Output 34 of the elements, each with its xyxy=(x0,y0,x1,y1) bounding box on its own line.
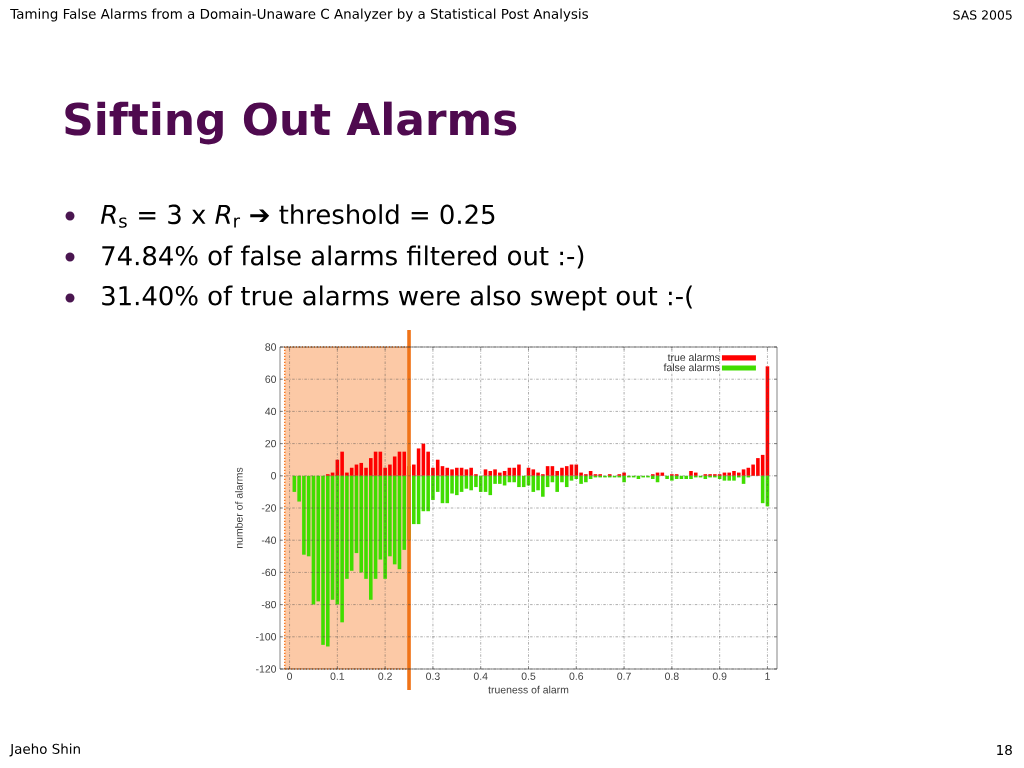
x-tick-label: 1 xyxy=(765,672,770,680)
text: Jaeho Shin xyxy=(9,743,80,757)
x-tick-label: 0.1 xyxy=(330,672,345,680)
x-tick-label: 0.4 xyxy=(473,672,488,680)
x-tick-label: 0.3 xyxy=(426,672,440,680)
x-tick-label: 0 xyxy=(287,672,293,680)
x-tick-label: 0.5 xyxy=(521,672,536,680)
y-tick-label: -20 xyxy=(261,504,277,512)
legend-label: false alarms xyxy=(663,363,720,372)
y-tick-label: -80 xyxy=(261,600,277,609)
y-tick-label: 0 xyxy=(271,472,277,480)
text: 74.84% of false alarms filtered out :-) xyxy=(102,245,584,269)
x-axis-title: trueness of alarm xyxy=(488,685,569,694)
text: 18 xyxy=(997,744,1012,756)
legend-label: true alarms xyxy=(667,353,720,362)
text: Taming False Alarms from a Domain-Unaware C Analyzer by a Statistical Post Analysis xyxy=(10,8,588,22)
y-tick-label: 60 xyxy=(265,375,277,383)
x-tick-label: 0.2 xyxy=(378,672,392,680)
x-tick-label: 0.8 xyxy=(665,672,679,680)
y-tick-label: -120 xyxy=(256,665,277,673)
y-tick-label: 40 xyxy=(265,407,277,416)
text: SAS 2005 xyxy=(953,10,1012,20)
x-tick-label: 0.7 xyxy=(617,672,631,680)
y-tick-label: -40 xyxy=(261,536,277,544)
y-tick-label: 80 xyxy=(265,343,277,351)
y-tick-label: 20 xyxy=(265,439,277,448)
y-tick-label: -60 xyxy=(261,568,277,577)
text: 31.40% of true alarms were also swept out :-( xyxy=(102,285,693,311)
x-tick-label: 0.6 xyxy=(569,672,584,680)
text: R$_{s}$ = 3 x R$_{r}$ ➔ threshold = 0.25 xyxy=(100,204,495,228)
y-tick-label: -100 xyxy=(256,633,277,641)
y-axis-title: number of alarms xyxy=(235,467,243,549)
x-tick-label: 0.9 xyxy=(712,672,727,680)
chart-title: Sifting Out Alarms xyxy=(65,101,517,145)
